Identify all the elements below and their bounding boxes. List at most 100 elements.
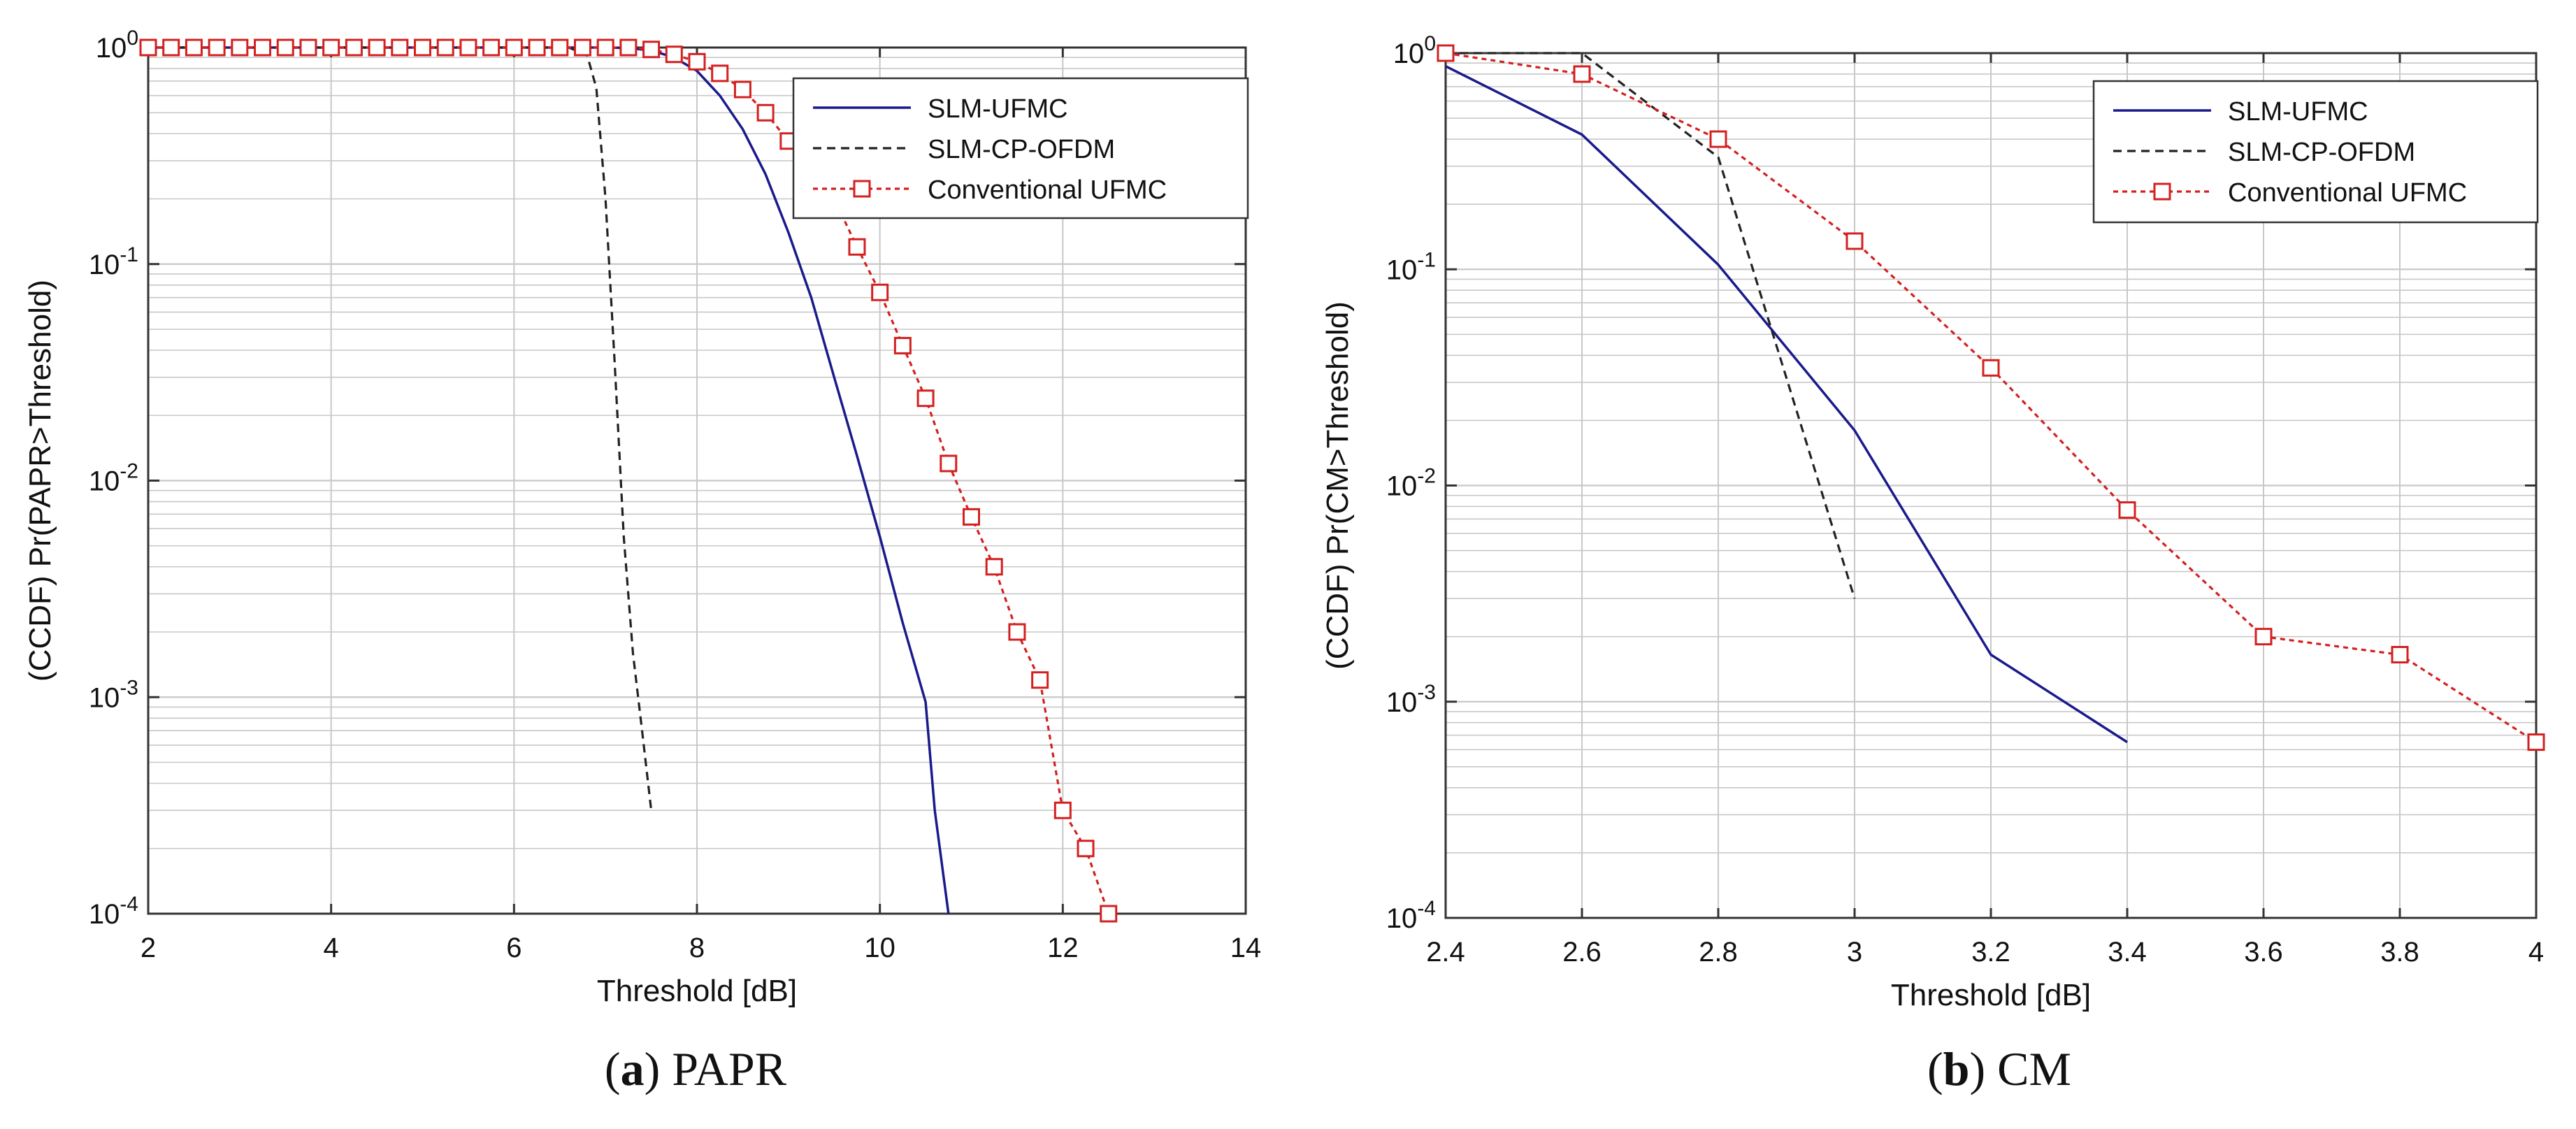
y-tick-exponent: -4 <box>1417 897 1436 920</box>
data-point <box>528 38 546 57</box>
x-tick-label: 2.8 <box>1699 937 1738 968</box>
data-point <box>459 38 477 57</box>
y-tick-base: 10 <box>89 250 120 280</box>
data-point <box>1573 65 1591 83</box>
y-tick-base: 10 <box>89 682 120 713</box>
series-slm-ufmc <box>1445 65 2128 744</box>
y-tick-exponent: -3 <box>1417 681 1436 704</box>
data-point <box>231 38 249 57</box>
caption-paren-open: ( <box>1927 1042 1943 1095</box>
caption-text: PAPR <box>660 1042 787 1095</box>
data-point <box>688 52 706 71</box>
x-tick-label: 3 <box>1847 937 1862 968</box>
x-tick-label: 14 <box>1230 933 1262 963</box>
data-point <box>368 38 386 57</box>
series-line <box>1445 65 2128 744</box>
series-conventional-ufmc <box>139 38 1118 923</box>
legend-label: SLM-UFMC <box>2228 97 2368 127</box>
y-tick-base: 10 <box>1386 471 1418 502</box>
legend: SLM-UFMC SLM-CP-OFDM Conventional UFMC <box>2092 80 2539 224</box>
data-point <box>322 38 340 57</box>
legend-label: SLM-CP-OFDM <box>2228 138 2415 167</box>
x-tick-label: 3.2 <box>1971 937 2010 968</box>
y-tick-label: 10-4 <box>89 893 138 930</box>
y-tick-label: 100 <box>1393 32 1436 69</box>
caption-letter: b <box>1943 1042 1970 1095</box>
data-point <box>414 38 431 57</box>
y-tick-base: 10 <box>1386 687 1418 718</box>
series-line <box>1446 52 1856 599</box>
data-point <box>208 38 226 57</box>
data-point <box>596 38 614 57</box>
y-tick-base: 10 <box>1386 903 1418 934</box>
data-point <box>940 454 958 473</box>
legend-item: SLM-UFMC <box>2113 97 2368 127</box>
data-point <box>2527 733 2545 752</box>
legend-swatch-marker <box>2153 182 2171 201</box>
x-tick-label: 2.6 <box>1562 937 1602 968</box>
x-tick-label: 4 <box>2528 937 2544 968</box>
data-point <box>185 38 203 57</box>
y-tick-label: 10-1 <box>1386 248 1436 285</box>
data-point <box>1709 130 1727 148</box>
data-point <box>756 103 775 122</box>
x-tick-label: 6 <box>506 933 521 963</box>
series-slm-cp-ofdm <box>148 46 653 811</box>
chart-panel-b: 2.4 2.6 2.8 3 3.2 3.4 3.6 3.8 410010-110-210-310… <box>1321 32 2545 1095</box>
y-tick-label: 10-2 <box>89 460 138 497</box>
legend-box <box>2092 80 2539 224</box>
data-point <box>711 64 729 82</box>
legend-label: SLM-CP-OFDM <box>928 135 1115 164</box>
caption-paren-close: ) <box>645 1042 661 1095</box>
x-tick-label: 2.4 <box>1426 937 1465 968</box>
x-tick-label: 3.6 <box>2244 937 2283 968</box>
y-tick-exponent: 0 <box>127 27 138 50</box>
y-tick-exponent: -1 <box>1417 248 1436 271</box>
y-tick-label: 10-2 <box>1386 465 1436 502</box>
x-tick-label: 3.8 <box>2380 937 2419 968</box>
data-point <box>2391 645 2409 663</box>
y-tick-base: 10 <box>1386 254 1418 285</box>
y-tick-exponent: -2 <box>120 460 138 483</box>
series-slm-cp-ofdm <box>1446 52 1856 599</box>
data-point <box>573 38 591 57</box>
data-point <box>985 558 1003 576</box>
x-tick-label: 10 <box>864 933 895 963</box>
legend: SLM-UFMC SLM-CP-OFDM Conventional UFMC <box>792 77 1249 220</box>
data-point <box>893 336 912 354</box>
data-point <box>551 38 569 57</box>
y-tick-exponent: -3 <box>120 676 138 699</box>
x-tick-label: 3.4 <box>2108 937 2147 968</box>
series-line <box>148 46 653 811</box>
data-point <box>1008 623 1026 641</box>
y-axis-label: (CCDF) Pr(PAPR>Threshold) <box>23 280 57 682</box>
data-point <box>276 38 294 57</box>
data-point <box>436 38 454 57</box>
legend-label: Conventional UFMC <box>928 175 1167 205</box>
y-tick-label: 10-4 <box>1386 897 1436 934</box>
x-axis-label: Threshold [dB] <box>597 974 797 1008</box>
data-point <box>1982 359 2000 377</box>
x-tick-label: 4 <box>324 933 339 963</box>
legend-swatch-marker <box>853 180 871 198</box>
data-point <box>1031 671 1049 689</box>
y-tick-base: 10 <box>1393 38 1425 69</box>
data-point <box>162 38 180 57</box>
y-tick-exponent: -4 <box>120 893 138 916</box>
y-tick-label: 10-1 <box>89 243 138 280</box>
data-point <box>1437 44 1455 62</box>
y-tick-label: 10-3 <box>89 676 138 713</box>
data-point <box>733 80 751 99</box>
legend-item: SLM-CP-OFDM <box>813 135 1115 164</box>
legend-item: SLM-CP-OFDM <box>2113 138 2415 167</box>
x-tick-label: 2 <box>141 933 156 963</box>
x-tick-label: 12 <box>1047 933 1079 963</box>
y-tick-label: 100 <box>96 27 138 64</box>
data-point <box>505 38 523 57</box>
data-point <box>482 38 501 57</box>
legend-item: Conventional UFMC <box>2113 178 2467 208</box>
data-point <box>391 38 409 57</box>
data-point <box>2118 501 2136 519</box>
